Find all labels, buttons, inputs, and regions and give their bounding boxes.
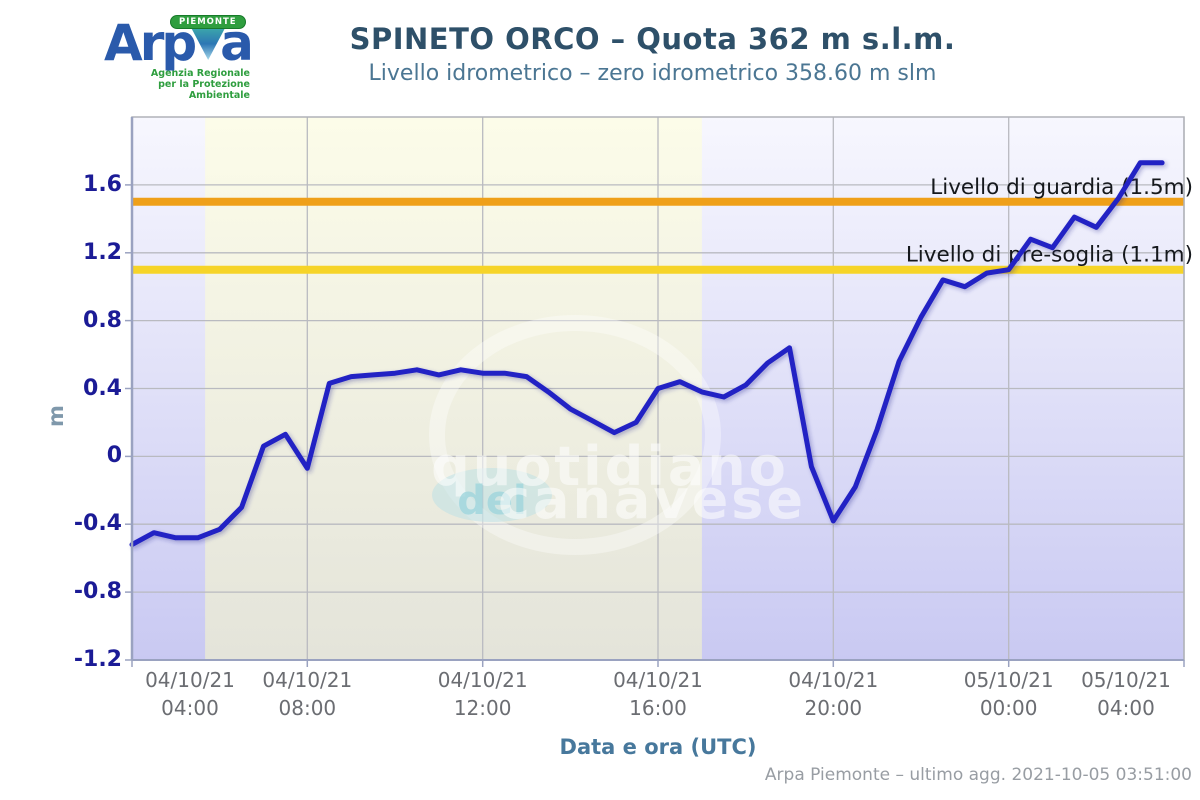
logo-tagline-line1: Agenzia Regionale xyxy=(150,68,250,79)
x-tick-label: 04/10/21 08:00 xyxy=(222,666,392,722)
x-tick-label: 04/10/21 12:00 xyxy=(398,666,568,722)
x-tick-time: 16:00 xyxy=(629,696,687,720)
y-tick-label: 1.2 xyxy=(83,239,122,265)
x-tick-date: 04/10/21 xyxy=(613,668,703,692)
logo-region-banner: PIEMONTE xyxy=(170,15,246,29)
watermark-del: del xyxy=(457,478,526,524)
watermark-line1: quotidiano xyxy=(431,435,789,498)
watermark-blob xyxy=(432,468,552,522)
y-tick-label: 0.4 xyxy=(83,375,122,401)
watermark-ring xyxy=(429,315,721,555)
x-tick-time: 04:00 xyxy=(1097,696,1155,720)
x-tick-label: 05/10/21 04:00 xyxy=(1041,666,1200,722)
x-tick-label: 04/10/21 20:00 xyxy=(748,666,918,722)
x-tick-date: 05/10/21 xyxy=(1081,668,1171,692)
watermark-line2: canavese xyxy=(498,468,806,531)
x-tick-time: 04:00 xyxy=(161,696,219,720)
y-tick-label: 0.8 xyxy=(83,307,122,333)
y-tick-label: -0.4 xyxy=(73,511,122,537)
logo-tagline-line2: per la Protezione Ambientale xyxy=(158,79,250,101)
x-tick-date: 04/10/21 xyxy=(788,668,879,692)
x-tick-date: 04/10/21 xyxy=(437,668,528,692)
y-tick-label: -0.8 xyxy=(73,579,122,605)
x-tick-date: 04/10/21 xyxy=(145,668,235,692)
arpa-piemonte-logo: PIEMONTE Arp a Agenzia Regionale per la … xyxy=(96,6,256,101)
y-tick-label: -1.2 xyxy=(73,647,122,672)
x-tick-label: 05/10/21 00:00 xyxy=(924,666,1094,722)
x-tick-time: 08:00 xyxy=(278,696,337,720)
y-tick-label: 0 xyxy=(106,443,122,469)
x-tick-time: 00:00 xyxy=(979,696,1038,720)
x-tick-label: 04/10/21 04:00 xyxy=(105,666,275,722)
credit-line: Arpa Piemonte – ultimo agg. 2021-10-05 0… xyxy=(764,765,1192,785)
y-tick-label: 1.6 xyxy=(83,171,122,197)
threshold-label-0: Livello di guardia (1.5m) xyxy=(930,175,1193,200)
x-tick-time: 12:00 xyxy=(453,696,512,720)
data-line xyxy=(129,160,1165,548)
x-tick-label: 04/10/21 16:00 xyxy=(573,666,743,722)
x-axis-title: Data e ora (UTC) xyxy=(559,735,757,759)
page-title: SPINETO ORCO – Quota 362 m s.l.m. xyxy=(349,22,956,56)
page-subtitle: Livello idrometrico – zero idrometrico 3… xyxy=(368,61,937,86)
logo-tagline: Agenzia Regionale per la Protezione Ambi… xyxy=(96,68,250,101)
chart-header: SPINETO ORCO – Quota 362 m s.l.m. Livell… xyxy=(255,22,1050,86)
x-tick-date: 04/10/21 xyxy=(262,668,353,692)
x-tick-time: 20:00 xyxy=(804,696,863,720)
x-tick-date: 05/10/21 xyxy=(963,668,1054,692)
